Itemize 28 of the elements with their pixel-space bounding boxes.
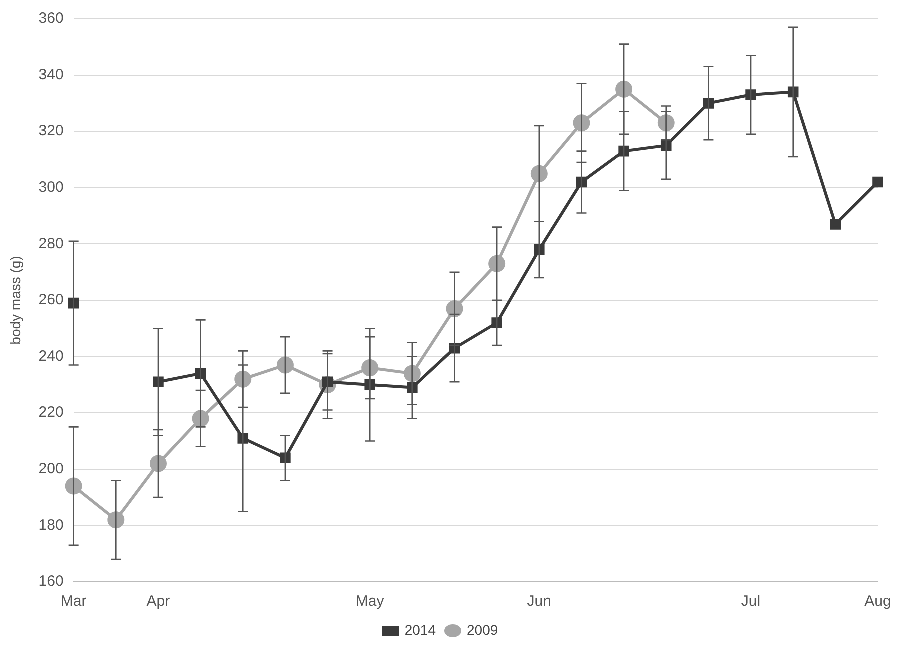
y-tick-label: 200 [38, 460, 64, 478]
y-tick-label: 180 [38, 516, 64, 534]
point [872, 176, 884, 188]
point [830, 219, 842, 230]
point [488, 255, 506, 272]
x-tick-label: Jun [527, 593, 552, 610]
legend-label: 2009 [467, 622, 498, 638]
x-tick-label: Mar [60, 593, 87, 610]
point [616, 80, 633, 98]
legend-label: 2014 [404, 622, 436, 638]
x-tick-label: Aug [864, 593, 892, 610]
y-tick-label: 320 [38, 122, 64, 140]
point [404, 365, 421, 382]
y-tick-label: 260 [38, 292, 64, 309]
y-tick-label: 220 [38, 404, 64, 422]
point [276, 356, 294, 374]
y-tick-label: 240 [38, 348, 64, 365]
x-tick-label: May [356, 593, 385, 610]
y-tick-label: 340 [38, 66, 64, 84]
x-tick-label: Apr [146, 593, 170, 610]
x-tick-label: Jul [741, 593, 761, 610]
y-tick-label: 280 [38, 235, 64, 252]
y-tick-label: 300 [38, 179, 64, 196]
y-tick-label: 160 [38, 573, 64, 590]
y-tick-label: 360 [38, 10, 64, 28]
y-axis-title: body mass (g) [7, 256, 24, 345]
point [150, 455, 167, 472]
point [530, 165, 548, 182]
